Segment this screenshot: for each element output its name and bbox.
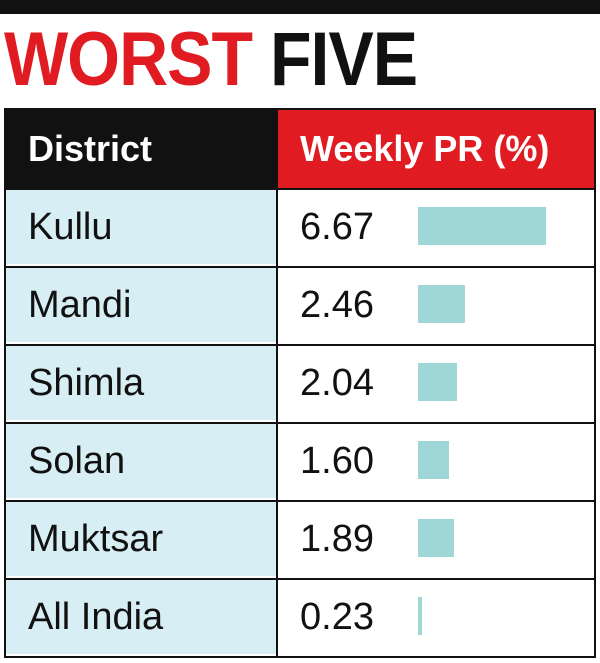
weekly-pr-bar xyxy=(418,363,457,401)
district-cell: All India xyxy=(6,580,276,654)
district-cell: Mandi xyxy=(6,268,276,342)
column-divider xyxy=(276,110,278,656)
weekly-pr-value: 1.60 xyxy=(300,439,374,482)
district-cell: Shimla xyxy=(6,346,276,420)
district-name: Shimla xyxy=(28,361,145,404)
table-row: Mandi 2.46 xyxy=(6,266,594,342)
district-name: Mandi xyxy=(28,283,132,326)
table-row: Shimla 2.04 xyxy=(6,344,594,420)
table-row: Solan 1.60 xyxy=(6,422,594,498)
district-cell: Kullu xyxy=(6,190,276,264)
weekly-pr-value: 6.67 xyxy=(300,205,374,248)
column-header-weekly-pr-label: Weekly PR (%) xyxy=(300,128,550,169)
column-header-weekly-pr: Weekly PR (%) xyxy=(278,110,594,188)
weekly-pr-cell: 2.46 xyxy=(278,268,594,342)
weekly-pr-value: 2.04 xyxy=(300,361,374,404)
weekly-pr-bar xyxy=(418,597,422,635)
district-name: Solan xyxy=(28,439,126,482)
title-word-five: FIVE xyxy=(269,16,418,102)
district-name: Kullu xyxy=(28,205,113,248)
weekly-pr-value: 2.46 xyxy=(300,283,374,326)
weekly-pr-value: 0.23 xyxy=(300,595,374,638)
top-rule xyxy=(0,0,600,14)
chart-title: WORST FIVE xyxy=(4,20,418,98)
table-row: Muktsar 1.89 xyxy=(6,500,594,576)
table-row: Kullu 6.67 xyxy=(6,188,594,264)
district-name: Muktsar xyxy=(28,517,164,560)
weekly-pr-bar xyxy=(418,441,449,479)
title-word-worst: WORST xyxy=(4,16,253,102)
column-header-district-label: District xyxy=(28,128,153,169)
weekly-pr-cell: 0.23 xyxy=(278,580,594,654)
weekly-pr-value: 1.89 xyxy=(300,517,374,560)
district-cell: Solan xyxy=(6,424,276,498)
weekly-pr-bar xyxy=(418,207,546,245)
district-name: All India xyxy=(28,595,164,638)
column-header-district: District xyxy=(6,110,276,188)
district-cell: Muktsar xyxy=(6,502,276,576)
table-row: All India 0.23 xyxy=(6,578,594,654)
data-table: District Weekly PR (%) Kullu 6.67 Mandi 2.4… xyxy=(4,108,596,658)
weekly-pr-bar xyxy=(418,285,465,323)
weekly-pr-bar xyxy=(418,519,454,557)
